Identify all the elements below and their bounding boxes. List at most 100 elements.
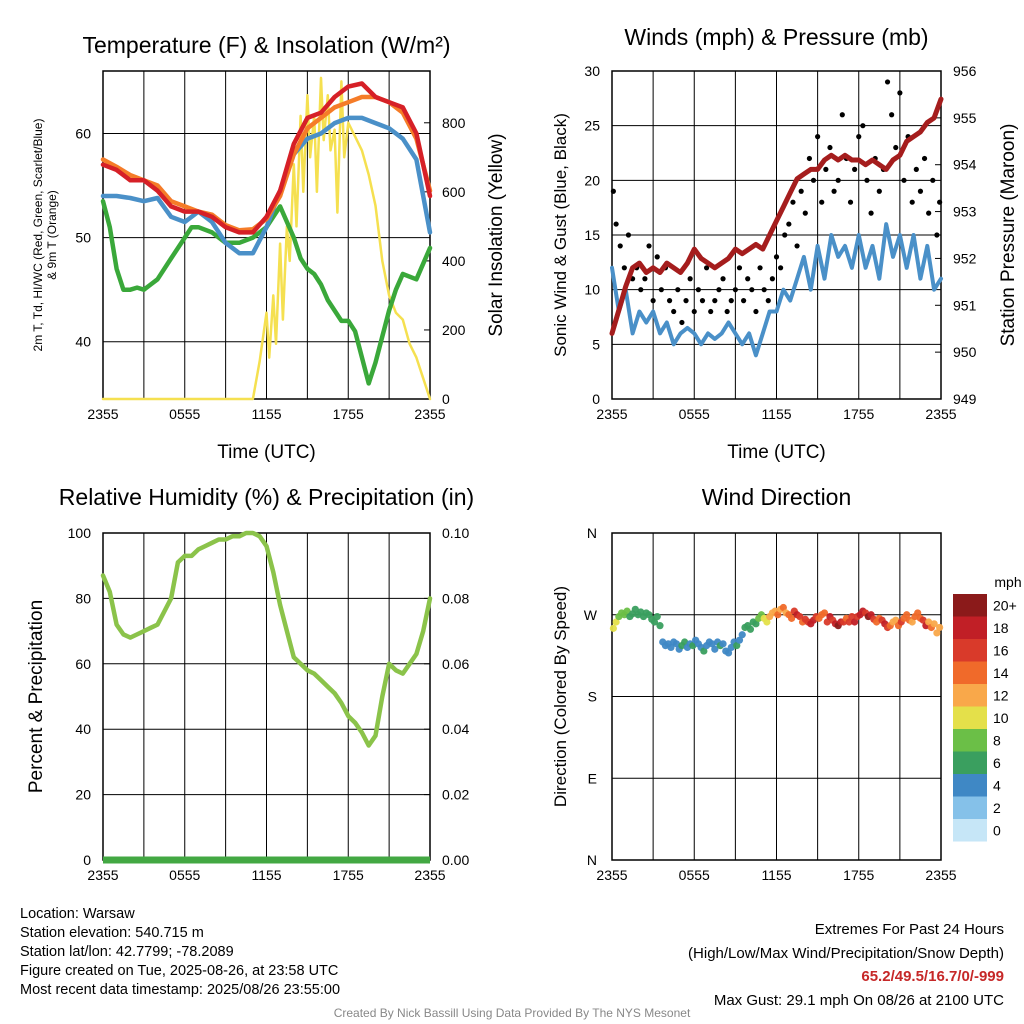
chart-title: Relative Humidity (%) & Precipitation (i… bbox=[59, 484, 474, 510]
direction-point bbox=[774, 611, 782, 619]
colorbar-label: 12 bbox=[993, 687, 1009, 703]
colorbar-label: 4 bbox=[993, 777, 1001, 793]
y2-axis-label: Solar Insolation (Yellow) bbox=[486, 133, 507, 336]
gust-point bbox=[819, 199, 825, 205]
y-tick-label: 50 bbox=[75, 230, 91, 246]
colorbar-label: 8 bbox=[993, 732, 1001, 748]
y2-tick-label: 0.10 bbox=[442, 525, 469, 541]
y2-tick-label: 949 bbox=[953, 391, 977, 407]
gust-point bbox=[930, 177, 936, 183]
y2-tick-label: 600 bbox=[442, 184, 466, 200]
direction-point bbox=[914, 609, 922, 617]
created-text: Figure created on Tue, 2025-08-26, at 23… bbox=[20, 963, 339, 979]
direction-point bbox=[892, 616, 900, 624]
colorbar-swatch bbox=[953, 639, 987, 662]
gust-point bbox=[691, 308, 697, 315]
gust-point bbox=[798, 188, 804, 194]
gust-point bbox=[753, 308, 759, 315]
x-tick-label: 1755 bbox=[843, 867, 874, 883]
x-tick-label: 1755 bbox=[333, 406, 364, 422]
gust-point bbox=[683, 298, 689, 304]
gust-point bbox=[868, 210, 874, 216]
gust-point bbox=[790, 199, 796, 205]
y-tick-label: 0 bbox=[592, 391, 600, 407]
x-tick-label: 2355 bbox=[596, 406, 627, 422]
direction-point bbox=[823, 618, 831, 626]
y2-tick-label: 800 bbox=[442, 115, 466, 131]
gust-point bbox=[802, 210, 808, 216]
location-text: Location: Warsaw bbox=[20, 906, 135, 922]
y-tick-label: 100 bbox=[68, 525, 92, 541]
gust-point bbox=[876, 188, 882, 194]
extremes-subheading: (High/Low/Max Wind/Precipitation/Snow De… bbox=[688, 944, 1004, 962]
direction-point bbox=[700, 647, 708, 655]
latlon-text: Station lat/lon: 42.7799; -78.2089 bbox=[20, 944, 234, 960]
direction-point bbox=[724, 649, 733, 657]
gust-point bbox=[736, 265, 743, 271]
gust-point bbox=[921, 155, 928, 162]
direction-point bbox=[779, 603, 787, 612]
x-tick-label: 1155 bbox=[251, 867, 281, 883]
gust-point bbox=[654, 254, 660, 260]
direction-point bbox=[796, 612, 804, 621]
colorbar: mph 0 2 4 6 8 10 12 14 16 18 20+ bbox=[953, 574, 1022, 842]
gust-point bbox=[617, 243, 623, 249]
gust-point bbox=[745, 276, 751, 282]
gust-point bbox=[716, 287, 722, 293]
extremes-values: 65.2/49.5/16.7/0/-999 bbox=[861, 968, 1004, 985]
y-tick-label: 60 bbox=[75, 656, 91, 672]
gust-point bbox=[675, 287, 681, 293]
y-tick-label: W bbox=[584, 607, 598, 623]
panel-winds: 2355 0555 1155 1755 2355 Winds (mph) & Pressu… bbox=[551, 24, 1019, 463]
colorbar-label: 2 bbox=[993, 800, 1001, 816]
y-axis-label: & 9m T (Orange) bbox=[45, 190, 59, 280]
y2-axis-label: Station Pressure (Maroon) bbox=[998, 124, 1019, 347]
gust-point bbox=[671, 308, 677, 315]
gust-point bbox=[815, 134, 821, 140]
colorbar-label: 0 bbox=[993, 822, 1001, 838]
x-tick-label: 2355 bbox=[596, 867, 627, 883]
direction-point bbox=[719, 640, 727, 648]
y2-tick-label: 951 bbox=[953, 297, 977, 313]
chart-title: Winds (mph) & Pressure (mb) bbox=[624, 24, 928, 50]
panel-wind-direction: 2355 0555 1155 1755 2355 Wind Direction N W S E N D… bbox=[551, 484, 957, 883]
direction-point bbox=[820, 609, 829, 617]
series-line bbox=[100, 198, 433, 386]
gust-point bbox=[823, 166, 829, 172]
gust-point bbox=[650, 298, 656, 304]
direction-point bbox=[708, 640, 716, 648]
max-gust-text: Max Gust: 29.1 mph On 08/26 at 2100 UTC bbox=[713, 991, 1004, 1009]
x-tick-label: 0555 bbox=[169, 406, 200, 422]
gust-point bbox=[909, 199, 915, 205]
gust-point bbox=[724, 308, 730, 315]
y-tick-label: 5 bbox=[592, 336, 600, 352]
gust-point bbox=[794, 243, 800, 249]
y-tick-label: 25 bbox=[584, 118, 600, 134]
series-line bbox=[100, 530, 433, 748]
gust-point bbox=[699, 298, 706, 304]
gust-point bbox=[703, 265, 710, 271]
gust-point bbox=[913, 166, 919, 172]
direction-point bbox=[653, 612, 661, 621]
gust-point bbox=[610, 188, 616, 194]
gust-point bbox=[765, 298, 771, 304]
y2-tick-label: 200 bbox=[442, 322, 466, 338]
gust-point bbox=[835, 177, 841, 183]
x-tick-label: 1155 bbox=[761, 867, 791, 883]
colorbar-label: 16 bbox=[993, 642, 1009, 658]
series-line bbox=[610, 222, 943, 358]
y2-tick-label: 955 bbox=[953, 110, 977, 126]
colorbar-swatch bbox=[953, 796, 987, 819]
y2-tick-label: 0.04 bbox=[442, 721, 469, 737]
direction-point bbox=[851, 618, 859, 626]
direction-point bbox=[919, 616, 927, 624]
gust-point bbox=[638, 287, 644, 293]
x-tick-label: 1755 bbox=[843, 406, 874, 422]
gust-point bbox=[741, 298, 747, 304]
y2-tick-label: 956 bbox=[953, 63, 977, 79]
gust-point bbox=[728, 298, 734, 304]
y-tick-label: 15 bbox=[584, 227, 600, 243]
gust-point bbox=[761, 287, 767, 293]
gust-point bbox=[937, 199, 943, 205]
